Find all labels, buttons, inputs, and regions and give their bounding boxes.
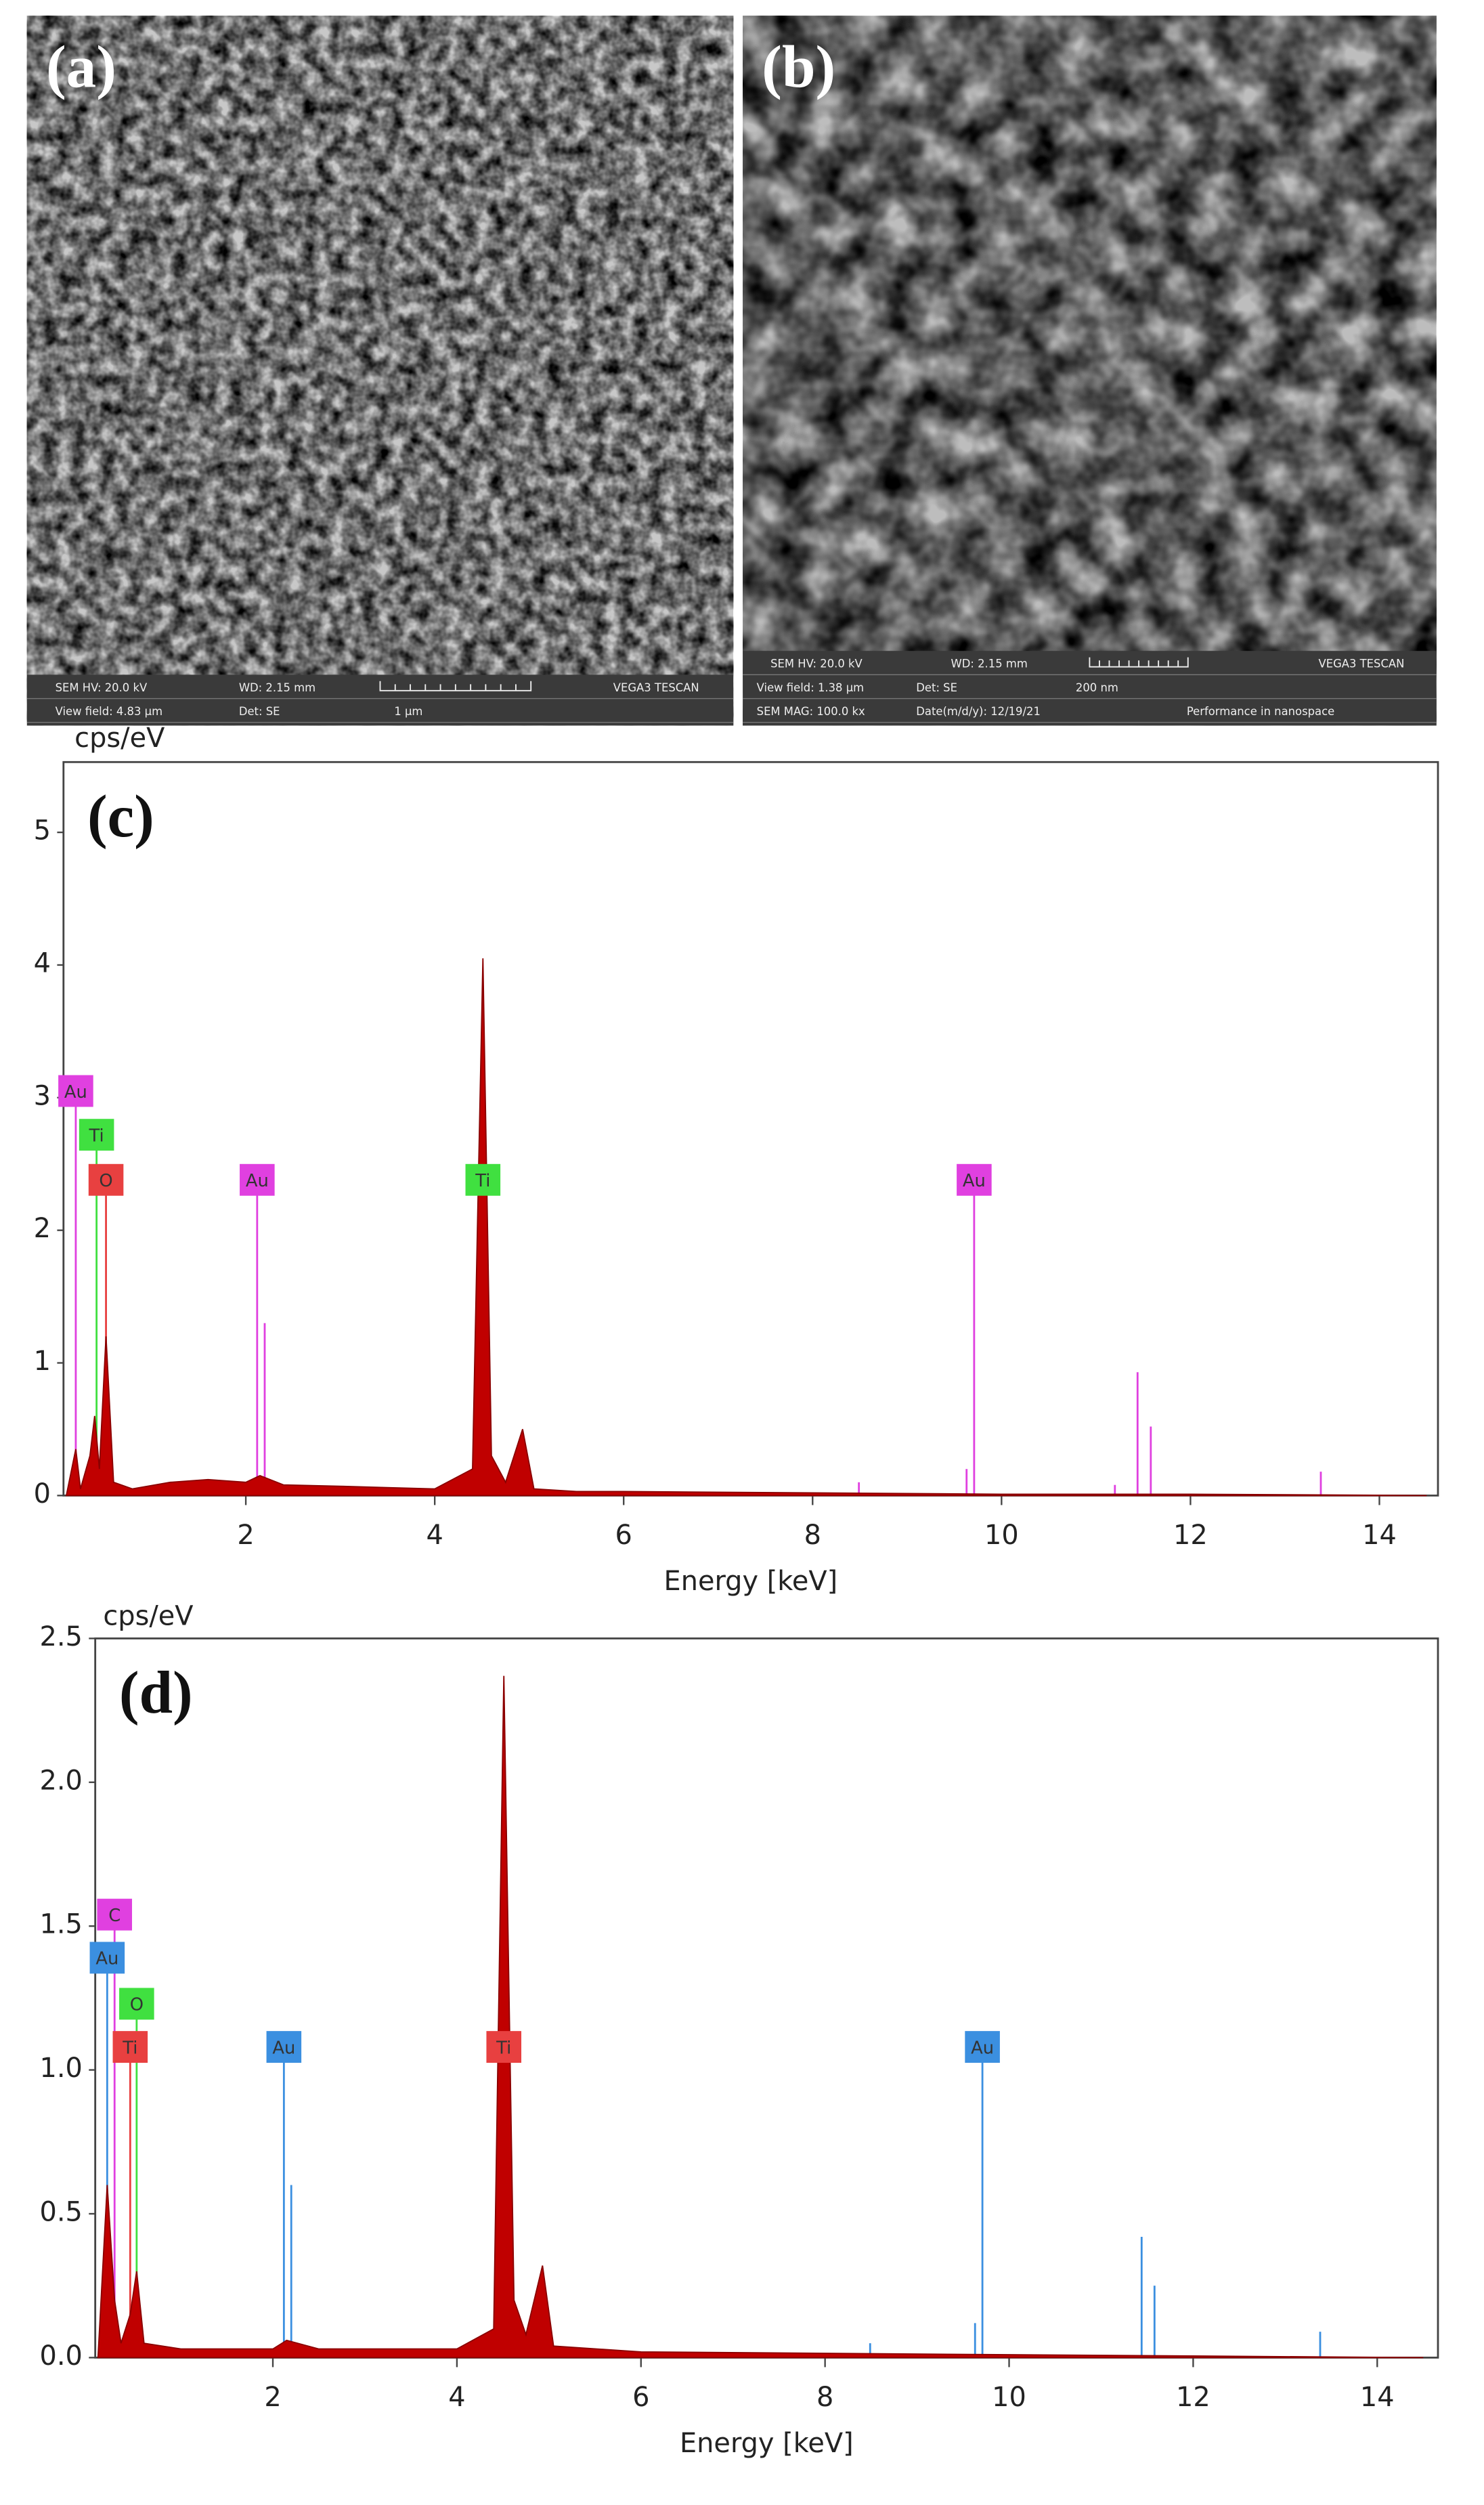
x-tick-label: 10 (992, 2382, 1026, 2413)
element-marker (79, 1119, 114, 1151)
info-text: SEM HV: 20.0 kV (770, 658, 863, 670)
plot-frame (62, 761, 1439, 1497)
x-tick-label: 4 (448, 2382, 465, 2413)
element-label: C (108, 1906, 121, 1926)
info-text: SEM HV: 20.0 kV (56, 681, 148, 694)
y-tick-label: 2 (34, 1213, 51, 1244)
element-marker (486, 2031, 522, 2063)
y-tick-label: 1 (34, 1346, 51, 1377)
x-axis-label: Energy [keV] (680, 2428, 854, 2459)
panel-label: (a) (46, 34, 116, 100)
spectrum (65, 958, 1427, 1497)
x-tick-label: 10 (984, 1520, 1019, 1551)
y-tick-label: 0.5 (40, 2196, 83, 2227)
x-axis-label: Energy [keV] (664, 1566, 838, 1597)
x-tick-label: 6 (632, 2382, 649, 2413)
x-tick-label: 12 (1176, 2382, 1210, 2413)
info-text: Performance in nanospace (1187, 705, 1334, 718)
element-marker (119, 1988, 154, 2020)
element-marker (89, 1942, 125, 1974)
x-tick-label: 4 (426, 1520, 443, 1551)
element-marker (112, 2031, 148, 2063)
x-tick-label: 12 (1173, 1520, 1208, 1551)
element-marker (88, 1163, 124, 1196)
element-marker (58, 1075, 93, 1107)
info-text: View field: 1.38 µm (757, 681, 864, 694)
info-text: Date(m/d/y): 12/19/21 (916, 705, 1041, 718)
y-axis-label: cps/eV (74, 723, 165, 754)
y-tick-label: 0.0 (40, 2340, 83, 2372)
y-tick-label: 1.5 (40, 1909, 83, 1940)
x-tick-label: 8 (804, 1520, 821, 1551)
element-marker (240, 1163, 275, 1196)
element-marker (97, 1898, 133, 1931)
element-label: Au (64, 1082, 87, 1102)
x-tick-label: 2 (237, 1520, 254, 1551)
scale-bar (1089, 657, 1189, 668)
element-marker (465, 1163, 501, 1196)
y-tick-label: 4 (34, 947, 51, 979)
plot-frame (94, 1637, 1439, 2359)
info-text: SEM MAG: 100.0 kx (757, 705, 865, 718)
info-text: Det: SE (239, 705, 280, 718)
x-tick-label: 8 (816, 2382, 833, 2413)
element-label: Au (246, 1171, 269, 1191)
element-label: O (99, 1171, 112, 1191)
chart: 2 4 6 8 10 12 14 0.0 0.5 1.0 1.5 2.0 2.5 cps/eV Energy… (40, 1600, 1439, 2459)
sem-image-a (26, 16, 734, 726)
y-tick-label: 5 (34, 815, 51, 847)
y-tick-label: 1.0 (40, 2053, 83, 2084)
y-axis-label: cps/eV (103, 1600, 193, 1631)
y-tick-label: 2.5 (40, 1621, 83, 1652)
x-tick-label: 14 (1360, 2382, 1395, 2413)
sem-image-b (743, 16, 1437, 726)
panel-label: (c) (87, 784, 154, 850)
info-text: VEGA3 TESCAN (1318, 658, 1404, 670)
x-tick-label: 6 (615, 1520, 632, 1551)
info-text: WD: 2.15 mm (239, 681, 315, 694)
element-marker (965, 2031, 1000, 2063)
panel-label: (b) (762, 34, 835, 100)
element-marker (266, 2031, 302, 2063)
info-text: 1 µm (394, 705, 422, 718)
element-label: Au (272, 2038, 295, 2058)
scale-bar (379, 681, 532, 691)
info-text: View field: 4.83 µm (56, 705, 162, 718)
element-label: Ti (122, 2038, 137, 2058)
y-tick-label: 3 (34, 1080, 51, 1111)
panel-label: (d) (119, 1660, 193, 1726)
x-tick-label: 14 (1362, 1520, 1397, 1551)
element-label: Ti (89, 1126, 104, 1146)
element-label: Ti (475, 1171, 490, 1191)
element-label: Ti (496, 2038, 511, 2058)
info-text: WD: 2.15 mm (951, 658, 1028, 670)
spectrum (97, 1675, 1424, 2359)
info-text: Det: SE (916, 681, 957, 694)
y-tick-label: 2.0 (40, 1765, 83, 1796)
element-label: O (130, 1995, 144, 2015)
element-label: Au (963, 1171, 986, 1191)
element-marker (957, 1163, 992, 1196)
x-tick-label: 2 (264, 2382, 281, 2413)
info-text: 200 nm (1076, 681, 1118, 694)
element-label: Au (95, 1949, 118, 1969)
info-text: VEGA3 TESCAN (613, 681, 699, 694)
element-label: Au (971, 2038, 994, 2058)
y-tick-label: 0 (34, 1478, 51, 1510)
